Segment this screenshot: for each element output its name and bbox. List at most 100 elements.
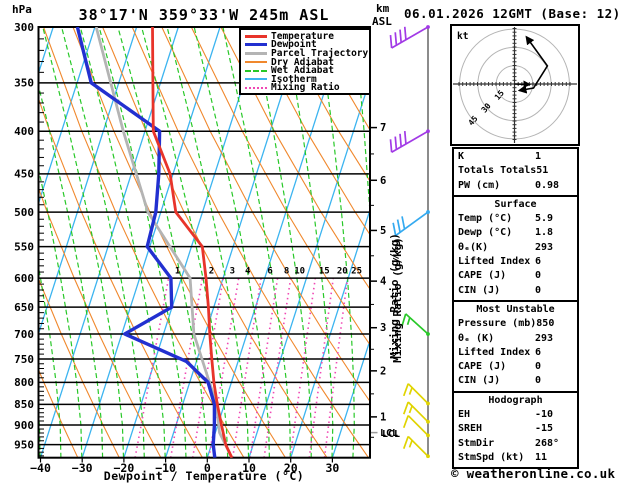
- panel-row: CIN (J) 0: [458, 374, 573, 388]
- panel-section-header: Surface: [494, 198, 537, 210]
- dry-adiabat-line: [38, 277, 120, 458]
- dry-adiabat-line: [102, 27, 328, 458]
- wind-barb-full-tick: [394, 32, 398, 46]
- wind-barb: [401, 313, 430, 336]
- mixing-ratio-line: [249, 277, 279, 458]
- temperature-curve: [151, 27, 234, 458]
- pressure-tick-label: 750: [14, 353, 34, 366]
- panel-row-label: K: [458, 151, 465, 162]
- panel-row-value: 268°: [535, 437, 560, 449]
- panel-row-label: Pressure (mb): [458, 318, 537, 330]
- pressure-tick-label: 600: [14, 272, 34, 285]
- panel-row-label: Lifted Index: [458, 346, 531, 358]
- dry-adiabat-line: [38, 186, 162, 458]
- panel-row-value: 5.9: [535, 213, 554, 225]
- pressure-tick-label: 450: [14, 168, 34, 181]
- panel-section-header: Most Unstable: [476, 303, 555, 315]
- dry-adiabat-line: [72, 27, 286, 458]
- legend-item: Mixing Ratio: [245, 82, 369, 93]
- panel-row-value: 1: [535, 151, 542, 162]
- wind-barb-full-tick: [389, 34, 393, 49]
- pressure-tick-label: 800: [14, 376, 34, 389]
- legend-swatch-dotted: [245, 86, 267, 89]
- altitude-unit-km-label: km: [376, 2, 390, 15]
- panel-row-value: 6: [535, 256, 542, 268]
- wind-barb-full-tick: [399, 133, 402, 147]
- indices-panel: K 1 Totals Totals 51 PW (cm) 0.98 Surface Temp …: [452, 147, 579, 470]
- panel-row-label: Dewp (°C): [458, 227, 513, 239]
- wind-barb: [402, 435, 430, 459]
- pressure-tick-label: 950: [14, 438, 34, 451]
- wind-barb-root-dot: [426, 454, 430, 459]
- legend-swatch-solid: [245, 34, 267, 38]
- plot-border: [37, 26, 371, 459]
- dry-adiabat-line: [279, 27, 370, 183]
- temp-tick-label: 10: [242, 461, 256, 475]
- wet-adiabat-line: [354, 27, 370, 223]
- pressure-tick-label: 850: [14, 398, 34, 411]
- wind-barb-full-tick: [396, 219, 401, 233]
- wet-adiabat-line: [193, 27, 270, 458]
- panel-row: CAPE (J) 0: [458, 269, 573, 283]
- wet-adiabat-line: [38, 264, 62, 458]
- legend-item-label: Temperature: [271, 30, 334, 42]
- panel-row: Lifted Index 6: [458, 346, 573, 360]
- wind-barb-shaft: [395, 211, 429, 237]
- mixing-axis-label: Mixing Ratio (g/kg): [388, 233, 401, 359]
- temp-tick-label: −30: [72, 461, 93, 475]
- legend-item: Wet Adiabat: [245, 65, 369, 76]
- panel-row-value: 293: [535, 332, 554, 344]
- wind-barb-root-dot: [426, 210, 430, 214]
- km-tick-label: 3: [380, 322, 386, 334]
- panel-row: PW (cm) 0.98: [458, 179, 573, 193]
- legend: Temperature Dewpoint Parcel Trajectory Dry …: [239, 28, 371, 95]
- legend-swatch-dashed: [245, 69, 267, 72]
- panel-row: StmDir 268°: [458, 437, 573, 451]
- panel-row-value: 0: [535, 375, 542, 387]
- legend-swatch-solid: [245, 43, 267, 47]
- dry-adiabat-line: [38, 96, 203, 458]
- panel-row-label: θₑ (K): [458, 332, 495, 344]
- hodograph-trace: [517, 35, 549, 94]
- panel-row: EH -10: [458, 408, 573, 422]
- panel-section-header: Hodograph: [488, 394, 543, 406]
- wet-adiabat-line: [284, 27, 334, 458]
- mixing-ratio-value-label: 20: [337, 267, 348, 277]
- panel-row-label: Lifted Index: [458, 256, 531, 268]
- wet-adiabat-line: [166, 27, 250, 458]
- panel-row-label: θₑ(K): [458, 241, 489, 253]
- km-tick-label: 5: [380, 225, 386, 237]
- mixing-ratio-line: [231, 277, 262, 458]
- panel-section: Hodograph EH -10 SREH -15 StmDir 268° StmSpd (k…: [454, 390, 577, 467]
- wind-barb-root-dot: [426, 129, 430, 134]
- pressure-tick-label: 500: [14, 206, 34, 219]
- wind-barb: [402, 414, 430, 438]
- temp-tick-label: −20: [114, 461, 135, 475]
- sounding-profiles: [75, 27, 234, 458]
- pressure-tick-label: 650: [14, 301, 34, 314]
- panel-row-label: PW (cm): [458, 179, 501, 191]
- legend-item: Parcel Trajectory: [245, 48, 369, 59]
- lcl-label-shadow: LCL: [382, 429, 400, 440]
- km-tick-label: 6: [380, 175, 386, 187]
- wind-barb-full-tick: [402, 383, 409, 397]
- panel-row-label: CAPE (J): [458, 270, 507, 282]
- wind-barb-full-tick: [401, 216, 406, 230]
- wet-adiabat-line: [117, 27, 208, 458]
- altitude-unit-asl-label: ASL: [372, 15, 392, 28]
- page-title: 38°17'N 359°33'W 245m ASL: [78, 6, 330, 24]
- pressure-tick-label: 300: [14, 21, 34, 34]
- wet-adiabat-line: [318, 27, 355, 458]
- wind-barb-full-tick: [403, 130, 407, 145]
- mixing-ratio-value-label: 1: [175, 267, 180, 277]
- wet-adiabat-line: [222, 27, 291, 458]
- panel-row-value: 0: [535, 361, 542, 373]
- x-axis-title: Dewpoint / Temperature (°C): [104, 469, 304, 483]
- wind-barb-half-tick: [406, 317, 411, 326]
- wind-barb-root-dot: [426, 401, 430, 406]
- wind-barb-shaft: [405, 313, 429, 335]
- temp-tick-label: 30: [325, 461, 339, 475]
- lcl-marker-label: LCL: [380, 428, 398, 439]
